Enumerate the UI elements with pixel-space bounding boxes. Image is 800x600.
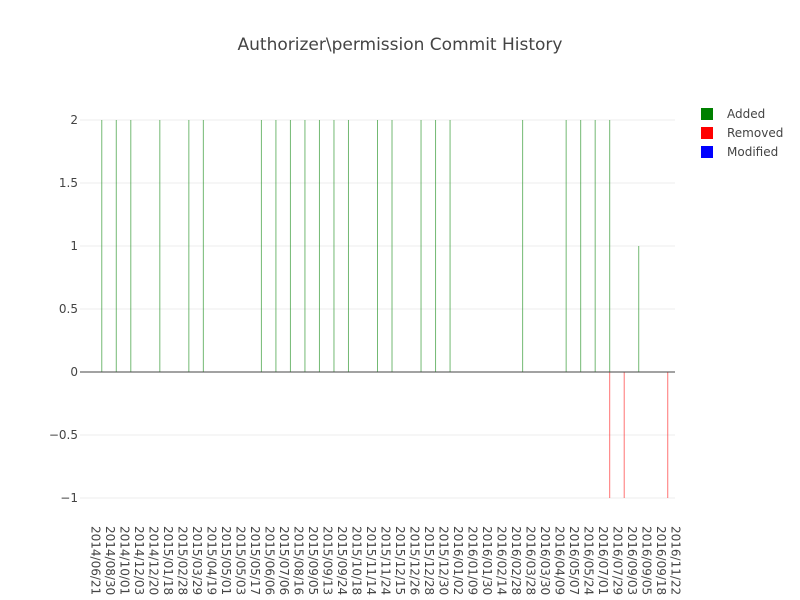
x-tick-label: 2015/04/19 — [204, 526, 218, 595]
x-tick-label: 2016/04/09 — [553, 526, 567, 595]
x-tick-label: 2014/12/03 — [132, 526, 146, 595]
x-tick-label: 2015/03/29 — [190, 526, 204, 595]
x-tick-label: 2016/05/24 — [582, 526, 596, 595]
bar-removed — [623, 372, 625, 498]
bar-removed — [609, 372, 611, 498]
x-tick-label: 2015/05/03 — [233, 526, 247, 595]
x-tick-label: 2014/10/01 — [117, 526, 131, 595]
bar-added — [289, 120, 291, 372]
x-tick-label: 2016/03/30 — [538, 526, 552, 595]
x-tick-label: 2015/11/24 — [379, 526, 393, 595]
legend-swatch — [701, 146, 713, 158]
bars — [101, 120, 669, 498]
legend-item-added[interactable]: Added — [701, 107, 765, 121]
y-tick-label: 0 — [70, 365, 78, 379]
x-tick-label: 2016/09/03 — [625, 526, 639, 595]
bar-added — [188, 120, 190, 372]
bar-added — [609, 120, 611, 372]
bar-added — [304, 120, 306, 372]
chart-title: Authorizer\permission Commit History — [238, 35, 563, 55]
x-tick-label: 2016/03/28 — [524, 526, 538, 595]
x-tick-label: 2016/01/02 — [451, 526, 465, 595]
x-tick-label: 2015/12/28 — [422, 526, 436, 595]
x-tick-label: 2016/11/22 — [669, 526, 683, 595]
bar-added — [449, 120, 451, 372]
y-axis-ticks: 2 1.5 1 0.5 0 −0.5 −1 — [49, 113, 78, 505]
x-tick-label: 2014/06/21 — [88, 526, 102, 595]
bar-added — [275, 120, 277, 372]
bar-added — [347, 120, 349, 372]
y-tick-label: −0.5 — [49, 428, 78, 442]
bar-added — [391, 120, 393, 372]
y-tick-label: 1.5 — [59, 176, 78, 190]
bar-added — [333, 120, 335, 372]
bar-removed — [667, 372, 669, 498]
bar-added — [435, 120, 437, 372]
bar-added — [115, 120, 117, 372]
y-tick-label: 2 — [70, 113, 78, 127]
x-tick-label: 2015/08/16 — [291, 526, 305, 595]
x-tick-label: 2015/05/01 — [219, 526, 233, 595]
x-tick-label: 2015/02/28 — [175, 526, 189, 595]
x-tick-label: 2016/07/01 — [596, 526, 610, 595]
bar-added — [638, 246, 640, 372]
bar-added — [159, 120, 161, 372]
x-tick-label: 2015/10/18 — [349, 526, 363, 595]
bar-added — [260, 120, 262, 372]
x-tick-label: 2014/08/30 — [103, 526, 117, 595]
legend-swatch — [701, 127, 713, 139]
y-tick-label: −1 — [60, 491, 78, 505]
x-tick-label: 2015/11/14 — [364, 526, 378, 595]
bar-added — [594, 120, 596, 372]
x-tick-label: 2016/01/30 — [480, 526, 494, 595]
bar-added — [565, 120, 567, 372]
legend-item-removed[interactable]: Removed — [701, 126, 783, 140]
x-tick-label: 2016/07/29 — [611, 526, 625, 595]
legend[interactable]: Added Removed Modified — [701, 107, 783, 159]
x-tick-label: 2015/09/13 — [320, 526, 334, 595]
legend-label: Added — [727, 107, 765, 121]
y-tick-label: 0.5 — [59, 302, 78, 316]
bar-added — [130, 120, 132, 372]
x-tick-label: 2016/09/05 — [640, 526, 654, 595]
bar-added — [318, 120, 320, 372]
x-tick-label: 2015/12/15 — [393, 526, 407, 595]
bar-added — [580, 120, 582, 372]
legend-label: Modified — [727, 145, 778, 159]
x-axis-ticks: 2014/06/21 2014/08/30 2014/10/01 2014/12/03… — [88, 526, 682, 595]
x-tick-label: 2014/12/20 — [146, 526, 160, 595]
x-tick-label: 2015/09/24 — [335, 526, 349, 595]
bar-added — [420, 120, 422, 372]
x-tick-label: 2016/02/14 — [495, 526, 509, 595]
legend-item-modified[interactable]: Modified — [701, 145, 778, 159]
x-tick-label: 2015/01/18 — [161, 526, 175, 595]
y-tick-label: 1 — [70, 239, 78, 253]
x-tick-label: 2015/12/26 — [408, 526, 422, 595]
x-tick-label: 2016/05/07 — [567, 526, 581, 595]
bar-added — [202, 120, 204, 372]
legend-swatch — [701, 108, 713, 120]
bar-added — [101, 120, 103, 372]
x-tick-label: 2016/02/28 — [509, 526, 523, 595]
bar-added — [522, 120, 524, 372]
x-tick-label: 2015/12/30 — [437, 526, 451, 595]
x-tick-label: 2016/09/18 — [654, 526, 668, 595]
x-tick-label: 2016/01/09 — [466, 526, 480, 595]
legend-label: Removed — [727, 126, 783, 140]
bar-added — [377, 120, 378, 372]
x-tick-label: 2015/09/05 — [306, 526, 320, 595]
x-tick-label: 2015/05/17 — [248, 526, 262, 595]
x-tick-label: 2015/06/06 — [262, 526, 276, 595]
x-tick-label: 2015/07/06 — [277, 526, 291, 595]
